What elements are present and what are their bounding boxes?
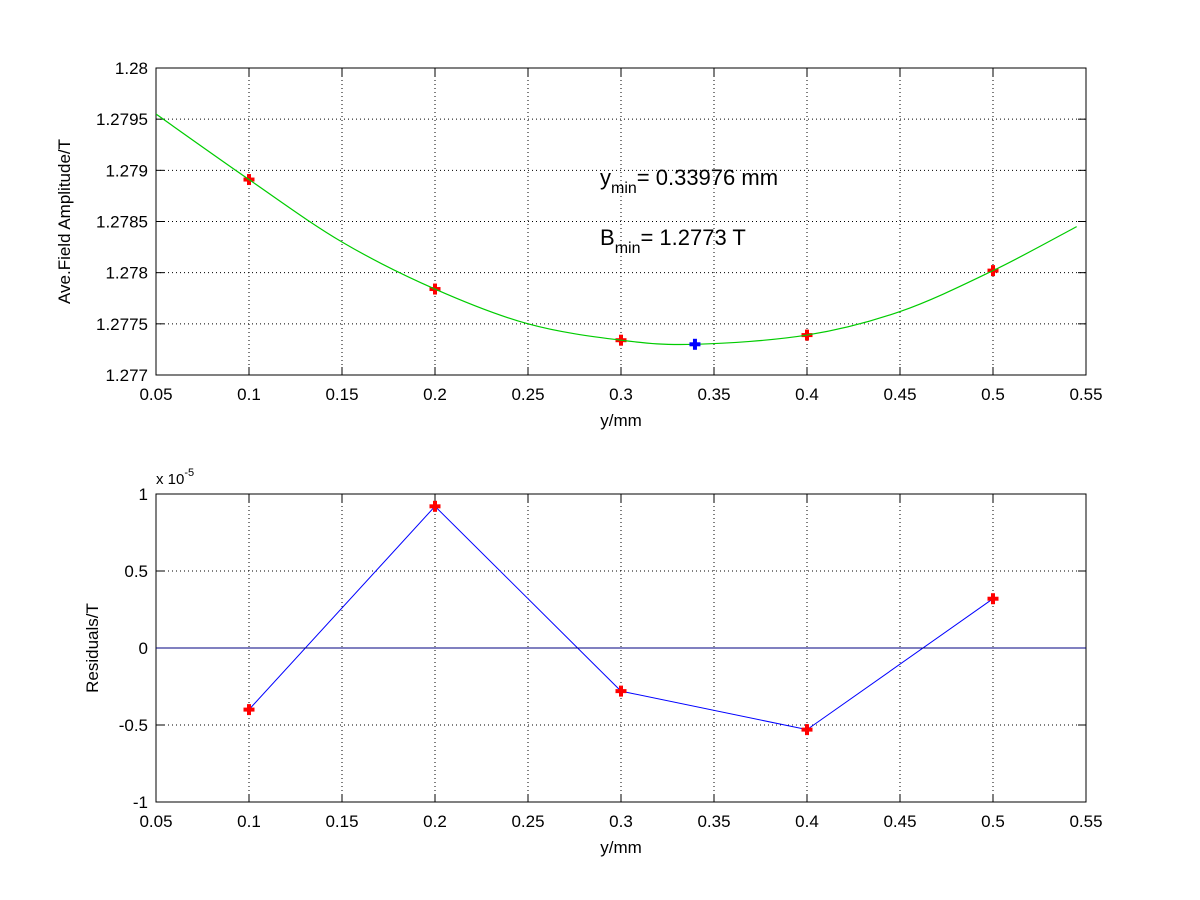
x-tick-label: 0.15 — [325, 385, 358, 404]
x-tick-label: 0.55 — [1069, 812, 1102, 831]
y-tick-label: 1.28 — [115, 59, 148, 78]
x-tick-label: 0.4 — [795, 385, 819, 404]
y-axis-label: Ave.Field Amplitude/T — [55, 139, 74, 304]
x-tick-label: 0.55 — [1069, 385, 1102, 404]
series-minimum — [689, 338, 701, 350]
x-tick-label: 0.25 — [511, 812, 544, 831]
x-tick-label: 0.3 — [609, 385, 633, 404]
x-tick-label: 0.15 — [325, 812, 358, 831]
x-tick-label: 0.25 — [511, 385, 544, 404]
x-tick-label: 0.3 — [609, 812, 633, 831]
x-tick-label: 0.2 — [423, 385, 447, 404]
x-tick-label: 0.5 — [981, 385, 1005, 404]
series-points — [243, 174, 999, 346]
annotation-1: ymin= 0.33976 mm — [600, 165, 778, 197]
y-tick-label: -1 — [133, 793, 148, 812]
y-tick-label: 1.279 — [105, 161, 148, 180]
y-tick-label: 1.2775 — [96, 315, 148, 334]
y-tick-label: 1.277 — [105, 366, 148, 385]
chart-2: 0.05 0.1 0.15 0.2 0.25 0.3 0.35 0.4 0.45 0.5 0.55 -… — [83, 467, 1103, 857]
x-tick-label: 0.5 — [981, 812, 1005, 831]
y-tick-label: 1.2795 — [96, 110, 148, 129]
fit-curve-line — [156, 113, 1077, 346]
series-fit-curve — [156, 113, 1077, 346]
x-tick-label: 0.05 — [139, 385, 172, 404]
y-tick-label: 1.2785 — [96, 213, 148, 232]
x-tick-label: 0.45 — [883, 385, 916, 404]
x-tick-label: 0.4 — [795, 812, 819, 831]
x-tick-label: 0.35 — [697, 812, 730, 831]
y-tick-label: 0 — [139, 639, 148, 658]
x-axis-label: y/mm — [600, 411, 642, 430]
axis-multiplier: x 10-5 — [156, 467, 194, 488]
y-tick-label: 1.278 — [105, 264, 148, 283]
x-axis-label: y/mm — [600, 838, 642, 857]
chart-1: 0.05 0.1 0.15 0.2 0.25 0.3 0.35 0.4 0.45 0.5 0.55 1… — [55, 59, 1103, 430]
annotation-2: Bmin= 1.2773 T — [600, 225, 746, 257]
x-tick-label: 0.1 — [237, 385, 261, 404]
x-tick-label: 0.1 — [237, 812, 261, 831]
x-tick-label: 0.05 — [139, 812, 172, 831]
x-tick-label: 0.45 — [883, 812, 916, 831]
series-residuals — [243, 500, 999, 736]
y-tick-label: 1 — [139, 485, 148, 504]
x-tick-label: 0.2 — [423, 812, 447, 831]
x-tick-label: 0.35 — [697, 385, 730, 404]
y-axis-label: Residuals/T — [83, 603, 102, 693]
y-tick-label: 0.5 — [124, 562, 148, 581]
y-tick-label: -0.5 — [119, 716, 148, 735]
